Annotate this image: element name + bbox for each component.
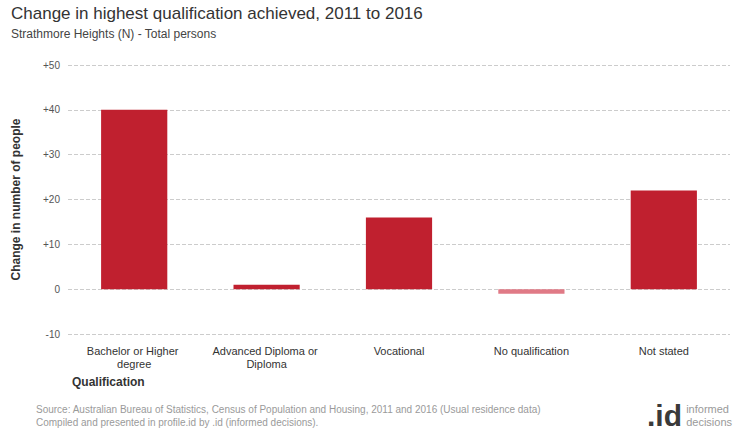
svg-text:Strathmore Heights (N) - Total: Strathmore Heights (N) - Total persons	[11, 27, 216, 41]
svg-text:No qualification: No qualification	[494, 345, 569, 357]
svg-text:Qualification: Qualification	[72, 375, 145, 389]
svg-text:.id: .id	[647, 399, 682, 432]
svg-text:+10: +10	[43, 239, 60, 250]
svg-text:-10: -10	[46, 329, 61, 340]
svg-text:Advanced Diploma or: Advanced Diploma or	[212, 345, 320, 357]
svg-text:informed: informed	[686, 403, 729, 415]
svg-text:decisions: decisions	[686, 416, 732, 428]
svg-text:Source: Australian Bureau of S: Source: Australian Bureau of Statistics,…	[36, 404, 541, 415]
svg-text:Not stated: Not stated	[639, 345, 689, 357]
svg-text:+30: +30	[43, 149, 60, 160]
svg-text:Change in highest qualificatio: Change in highest qualification achieved…	[11, 4, 423, 23]
svg-text:Diploma: Diploma	[246, 358, 287, 370]
svg-text:+50: +50	[43, 60, 60, 71]
svg-text:+40: +40	[43, 104, 60, 115]
svg-text:Vocational: Vocational	[374, 345, 425, 357]
svg-text:Bachelor or Higher: Bachelor or Higher	[87, 345, 182, 357]
svg-text:Change in number of people: Change in number of people	[9, 118, 23, 280]
svg-text:Compiled and presented in prof: Compiled and presented in profile.id by …	[36, 417, 318, 428]
svg-text:+20: +20	[43, 194, 60, 205]
svg-text:0: 0	[54, 284, 60, 295]
svg-text:degree: degree	[117, 358, 151, 370]
